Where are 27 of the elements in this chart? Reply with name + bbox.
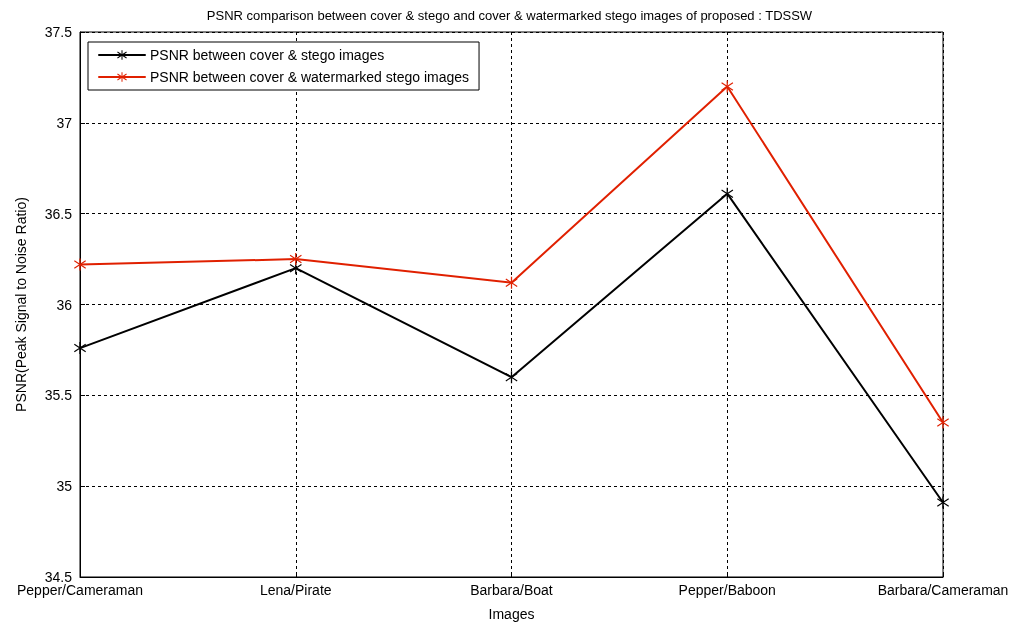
y-tick-label: 34.5	[44, 569, 73, 585]
y-tick-label: 35.5	[44, 387, 73, 404]
point	[289, 262, 302, 275]
point	[937, 416, 949, 429]
y-tick-label: 36.5	[44, 205, 73, 222]
y-tick-label: 35	[56, 478, 73, 495]
point	[505, 276, 518, 289]
x-tick-label: Barbara/Cameraman	[877, 582, 1009, 598]
x-tick-label: Lena/Pirate	[259, 582, 332, 598]
point	[74, 258, 86, 271]
y-axis-title: PSNR(Peak Signal to Noise Ratio)	[13, 197, 29, 412]
x-tick-label: Pepper/Baboon	[678, 582, 776, 598]
point	[289, 253, 302, 266]
point	[74, 342, 86, 355]
point	[505, 371, 518, 384]
y-tick-label: 37	[56, 114, 73, 131]
point	[721, 187, 734, 200]
point	[721, 80, 734, 93]
x-tick-label: Barbara/Boat	[470, 582, 553, 598]
legend-label: PSNR between cover & stego images	[150, 47, 385, 63]
chart-title: PSNR comparison between cover & stego and cover & watermarked stego images of proposed : TDSSW	[206, 8, 813, 23]
y-tick-label: 36	[56, 296, 73, 313]
legend-label: PSNR between cover & watermarked stego images	[150, 69, 470, 85]
x-tick-label: Pepper/Cameraman	[16, 582, 144, 598]
x-axis-title: Images	[488, 606, 535, 622]
y-tick-label: 37.5	[44, 24, 73, 40]
point	[937, 496, 949, 509]
